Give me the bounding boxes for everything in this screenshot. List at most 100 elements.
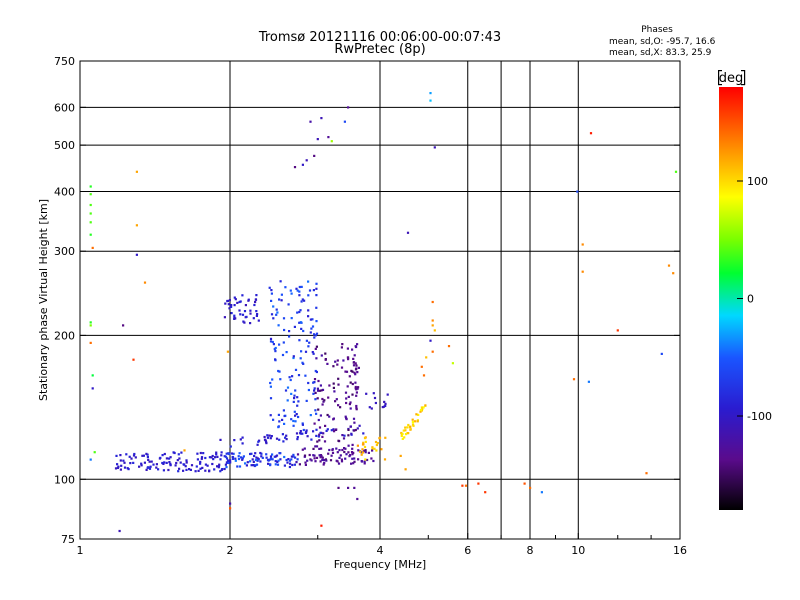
- data-point: [399, 454, 402, 457]
- data-point: [347, 444, 350, 447]
- data-point: [286, 461, 289, 464]
- data-point: [416, 420, 419, 423]
- data-point: [381, 406, 384, 409]
- data-point: [307, 294, 310, 297]
- data-point: [133, 452, 136, 456]
- data-point: [291, 375, 294, 378]
- data-point: [335, 428, 338, 431]
- data-point: [226, 299, 229, 303]
- data-point: [362, 432, 365, 435]
- data-point: [406, 231, 410, 234]
- data-point: [375, 449, 378, 452]
- data-point: [292, 424, 295, 427]
- data-point: [276, 460, 279, 463]
- data-point: [330, 140, 333, 143]
- data-point: [289, 378, 292, 382]
- data-point: [321, 397, 324, 401]
- data-point: [404, 429, 407, 432]
- data-point: [118, 529, 121, 533]
- data-point: [234, 459, 237, 462]
- data-point: [319, 460, 322, 463]
- data-point: [354, 373, 357, 376]
- data-point: [359, 450, 362, 453]
- data-point: [277, 426, 280, 429]
- data-point: [204, 456, 207, 460]
- y-tick-label: 400: [54, 185, 75, 198]
- data-point: [211, 462, 214, 466]
- data-point: [350, 462, 353, 465]
- data-point: [169, 462, 172, 465]
- data-point: [241, 436, 244, 439]
- data-point: [317, 435, 320, 438]
- x-tick-label: 4: [377, 544, 384, 557]
- data-point: [254, 458, 258, 462]
- grid: [80, 61, 680, 539]
- data-point: [342, 359, 345, 362]
- data-point: [135, 253, 138, 256]
- data-point: [208, 456, 211, 459]
- data-point: [274, 463, 277, 466]
- data-point: [309, 458, 312, 461]
- data-point: [266, 434, 269, 437]
- data-point: [298, 294, 301, 297]
- data-point: [431, 324, 434, 327]
- data-point: [241, 457, 244, 460]
- data-point: [316, 440, 319, 443]
- data-point: [217, 466, 220, 469]
- data-point: [277, 324, 280, 327]
- data-point: [277, 459, 280, 462]
- data-point: [195, 465, 198, 468]
- data-point: [275, 313, 278, 316]
- data-point: [253, 454, 256, 458]
- data-point: [351, 453, 354, 456]
- data-point: [304, 463, 307, 466]
- data-point: [134, 456, 137, 459]
- data-point: [355, 394, 358, 397]
- data-point: [146, 453, 149, 456]
- data-point: [301, 423, 304, 426]
- data-point: [324, 458, 327, 461]
- data-point: [376, 442, 379, 445]
- data-point: [283, 414, 286, 418]
- data-point: [374, 401, 377, 405]
- data-point: [315, 357, 318, 360]
- data-point: [271, 453, 274, 456]
- data-point: [230, 304, 233, 307]
- data-point: [281, 433, 284, 436]
- data-point: [409, 428, 412, 431]
- data-point: [148, 466, 151, 469]
- data-point: [280, 299, 283, 302]
- data-point: [243, 321, 246, 324]
- data-point: [314, 445, 317, 448]
- data-point: [185, 461, 188, 464]
- data-point: [272, 418, 275, 421]
- data-point: [352, 357, 355, 360]
- data-point: [378, 437, 381, 440]
- data-point: [219, 458, 222, 461]
- data-point: [353, 371, 356, 374]
- data-point: [306, 459, 309, 462]
- data-point: [299, 357, 302, 360]
- data-point: [312, 447, 315, 450]
- data-point: [315, 345, 318, 348]
- data-point: [274, 346, 277, 350]
- data-point: [279, 378, 282, 381]
- data-point: [315, 456, 319, 459]
- data-point: [269, 397, 273, 400]
- data-point: [414, 420, 417, 423]
- data-point: [298, 310, 301, 314]
- data-point: [290, 317, 293, 320]
- data-point: [341, 434, 344, 437]
- data-point: [185, 468, 188, 471]
- data-point: [344, 391, 348, 394]
- data-point: [288, 376, 291, 379]
- data-point: [315, 306, 318, 309]
- data-point: [375, 443, 378, 447]
- data-point: [244, 304, 247, 307]
- data-point: [386, 393, 389, 396]
- data-point: [220, 454, 223, 457]
- data-point: [294, 420, 297, 423]
- data-point: [333, 390, 336, 393]
- data-point: [347, 106, 350, 109]
- data-point: [355, 404, 358, 408]
